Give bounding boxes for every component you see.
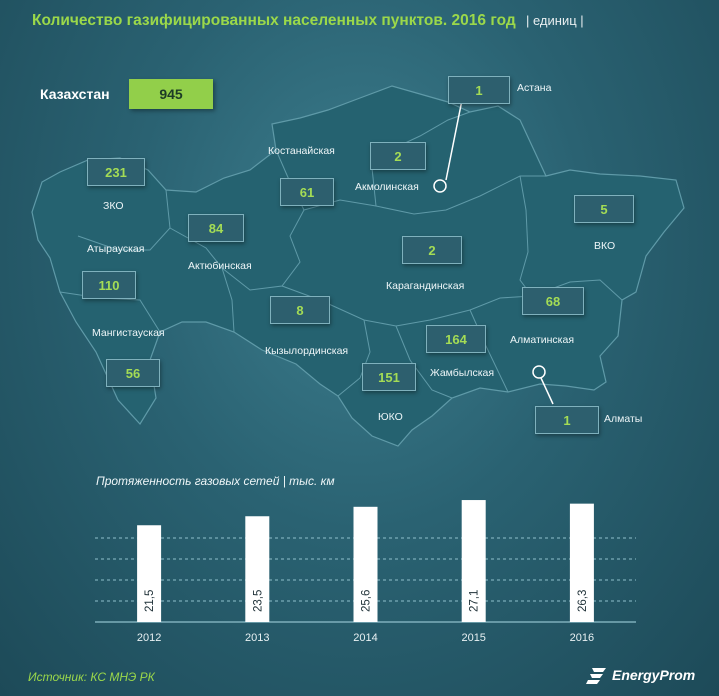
- region-value-atyrau: 110: [82, 271, 136, 299]
- region-value-karaganda: 2: [402, 236, 462, 264]
- bar-value-label: 21,5: [144, 590, 156, 612]
- region-value-mangystau: 56: [106, 359, 160, 387]
- region-border: [59, 291, 161, 333]
- region-value-zko: 231: [87, 158, 145, 186]
- region-value-zhambyl: 164: [426, 325, 486, 353]
- bar-2015: [461, 500, 486, 622]
- x-tick-label: 2012: [137, 632, 161, 644]
- region-border: [519, 175, 533, 297]
- region-label-zhambyl: Жамбылская: [430, 367, 495, 379]
- region-border: [395, 325, 453, 399]
- bar-value-label: 27,1: [469, 590, 481, 612]
- x-tick-label: 2015: [461, 632, 485, 644]
- region-border: [303, 175, 546, 215]
- almaty-city-marker: [532, 365, 546, 379]
- region-label-zko: ЗКО: [103, 200, 124, 212]
- region-label-kyzylorda: Кызылординская: [265, 345, 349, 357]
- region-value-kostanay: 61: [280, 178, 334, 206]
- bar-2016: [569, 503, 594, 622]
- region-label-mangystau: Мангистауская: [92, 327, 165, 339]
- region-label-akmola: Акмолинская: [355, 181, 419, 193]
- astana-city-marker: [433, 179, 447, 193]
- bar-2014: [353, 506, 378, 622]
- region-label-astana: Астана: [517, 82, 552, 94]
- x-tick-label: 2016: [570, 632, 594, 644]
- region-label-aktobe: Актюбинская: [188, 260, 252, 272]
- region-border: [77, 189, 171, 251]
- region-value-uko: 151: [362, 363, 416, 391]
- region-value-vko: 5: [574, 195, 634, 223]
- total-label: Казахстан: [40, 86, 110, 102]
- page-title: Количество газифицированных населенных п…: [32, 12, 584, 30]
- region-label-almaty_obl: Алматинская: [510, 334, 575, 346]
- bar-value-label: 26,3: [577, 590, 589, 612]
- source-note: Источник: КС МНЭ РК: [28, 670, 155, 684]
- bar-value-label: 23,5: [252, 590, 264, 612]
- brand-name: EnergyProm: [612, 667, 696, 683]
- brand-logo: EnergyProm: [586, 666, 695, 684]
- bar-chart-title: Протяженность газовых сетей | тыс. км: [96, 474, 335, 488]
- x-tick-label: 2013: [245, 632, 269, 644]
- astana-pointer: [445, 99, 463, 181]
- region-value-akmola: 2: [370, 142, 426, 170]
- region-label-uko: ЮКО: [378, 411, 403, 423]
- bar-2013: [245, 516, 270, 622]
- bar-2012: [137, 525, 162, 622]
- energyprom-logo-icon: [586, 668, 606, 684]
- region-value-aktobe: 84: [188, 214, 244, 242]
- almaty-pointer: [540, 377, 554, 405]
- region-value-kyzylorda: 8: [270, 296, 330, 324]
- x-tick-label: 2014: [353, 632, 377, 644]
- title-text: Количество газифицированных населенных п…: [32, 12, 516, 29]
- region-label-almaty: Алматы: [604, 413, 643, 425]
- region-label-atyrau: Атырауская: [87, 243, 145, 255]
- region-border: [469, 309, 509, 393]
- region-label-karaganda: Карагандинская: [386, 280, 465, 292]
- region-value-almaty: 1: [535, 406, 599, 434]
- region-label-kostanay: Костанайская: [268, 145, 335, 157]
- total-value-badge: 945: [129, 79, 213, 109]
- title-unit: | единиц |: [525, 13, 584, 28]
- bar-value-label: 25,6: [361, 590, 373, 612]
- region-value-astana: 1: [448, 76, 510, 104]
- region-label-vko: ВКО: [594, 240, 616, 252]
- region-value-almaty_obl: 68: [522, 287, 584, 315]
